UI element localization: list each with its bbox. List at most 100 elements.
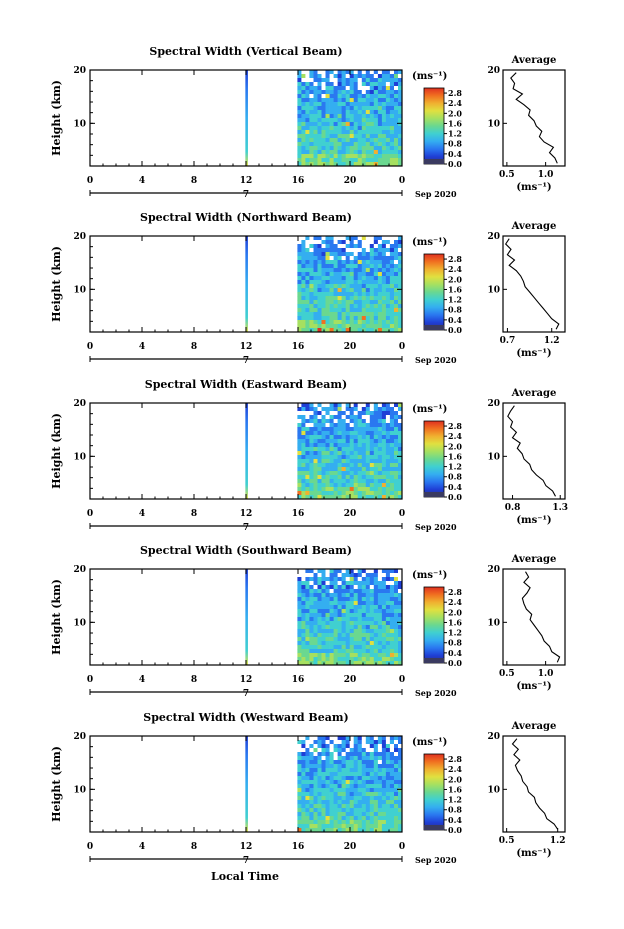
heatmap-cell: [398, 134, 403, 139]
heatmap-cell: [373, 423, 379, 428]
heatmap-cell: [297, 98, 302, 103]
heatmap-cell: [357, 479, 363, 484]
heatmap-cell: [305, 138, 310, 143]
heatmap-cell: [377, 467, 383, 472]
heatmap-cell: [321, 70, 326, 75]
heatmap-cell: [353, 471, 359, 476]
heatmap-cell: [341, 146, 346, 151]
heatmap-cell: [369, 407, 375, 412]
heatmap-cell: [349, 86, 355, 91]
heatmap-cell: [381, 780, 387, 785]
heatmap-cell: [297, 597, 302, 602]
heatmap-cell: [369, 296, 375, 301]
heatmap-cell: [329, 260, 334, 265]
heatmap-cell: [341, 70, 346, 75]
heatmap-cell: [309, 744, 314, 749]
heatmap-cell: [381, 296, 387, 301]
heatmap-cell: [381, 573, 387, 578]
heatmap-cell: [309, 748, 314, 753]
heatmap-cell: [349, 260, 355, 265]
heatmap-cell: [337, 752, 342, 757]
heatmap-cell: [349, 784, 355, 789]
heatmap-cell: [309, 70, 314, 75]
heatmap-cell: [365, 268, 371, 273]
heatmap-cell: [313, 447, 318, 452]
heatmap-cell: [297, 447, 302, 452]
heatmap-cell: [389, 324, 395, 329]
heatmap-cell: [373, 455, 379, 460]
heatmap-cell: [333, 74, 338, 79]
x-tick-label: 20: [344, 675, 357, 685]
heatmap-cell: [385, 415, 391, 420]
heatmap-cell: [317, 308, 322, 313]
heatmap-cell: [365, 649, 371, 654]
heatmap-cell: [301, 411, 306, 416]
heatmap-cell: [317, 264, 322, 269]
heatmap-cell: [381, 744, 387, 749]
heatmap-cell: [297, 649, 302, 654]
heatmap-cell: [394, 752, 399, 757]
heatmap-cell: [309, 768, 314, 773]
heatmap-cell: [345, 252, 351, 257]
heatmap-cell: [301, 657, 306, 662]
heatmap-cell: [349, 748, 355, 753]
heatmap-cell: [329, 491, 334, 496]
heatmap-cell: [333, 589, 338, 594]
heatmap-cell: [305, 629, 310, 634]
heatmap-cell: [389, 423, 395, 428]
heatmap-cell: [317, 276, 322, 281]
heatmap-cell: [373, 248, 379, 253]
avg-x-tick-label: 0.5: [499, 669, 515, 679]
heatmap-cell: [377, 828, 383, 833]
heatmap-cell: [309, 264, 314, 269]
heatmap-cell: [377, 150, 383, 155]
heatmap-cell: [389, 495, 395, 500]
heatmap-cell: [297, 585, 302, 590]
heatmap-cell: [385, 467, 391, 472]
heatmap-cell: [365, 764, 371, 769]
heatmap-cell: [398, 487, 403, 492]
heatmap-cell: [381, 633, 387, 638]
heatmap-cell: [349, 796, 355, 801]
heatmap-cell: [381, 451, 387, 456]
heatmap-cell: [353, 130, 359, 135]
heatmap-cell: [377, 760, 383, 765]
heatmap-cell: [377, 816, 383, 821]
heatmap-cell: [385, 268, 391, 273]
heatmap-cell: [369, 780, 375, 785]
heatmap-cell: [377, 788, 383, 793]
heatmap-cell: [349, 828, 355, 833]
heatmap-cell: [357, 605, 363, 610]
heatmap-cell: [357, 268, 363, 273]
heatmap-cell: [385, 320, 391, 325]
heatmap-cell: [361, 828, 367, 833]
heatmap-cell: [333, 264, 338, 269]
heatmap-cell: [381, 800, 387, 805]
heatmap-cell: [357, 744, 363, 749]
heatmap-cell: [305, 260, 310, 265]
heatmap-cell: [297, 252, 302, 257]
heatmap-cell: [345, 304, 351, 309]
heatmap-cell: [313, 649, 318, 654]
heatmap-cell: [329, 138, 334, 143]
heatmap-cell: [341, 288, 346, 293]
heatmap-cell: [394, 150, 399, 155]
heatmap-cell: [365, 491, 371, 496]
heatmap-cell: [385, 597, 391, 602]
heatmap-cell: [345, 609, 351, 614]
heatmap-cell: [385, 776, 391, 781]
heatmap-cell: [398, 752, 403, 757]
heatmap-cell: [329, 593, 334, 598]
heatmap-cell: [341, 284, 346, 289]
heatmap-cell: [377, 256, 383, 261]
heatmap-cell: [377, 244, 383, 249]
heatmap-cell: [301, 82, 306, 87]
heatmap-cell: [313, 760, 318, 765]
heatmap-cell: [357, 633, 363, 638]
heatmap-cell: [309, 776, 314, 781]
heatmap-cell: [353, 820, 359, 825]
heatmap-cell: [349, 110, 355, 115]
heatmap-cell: [329, 483, 334, 488]
heatmap-cell: [357, 467, 363, 472]
heatmap-cell: [369, 645, 375, 650]
